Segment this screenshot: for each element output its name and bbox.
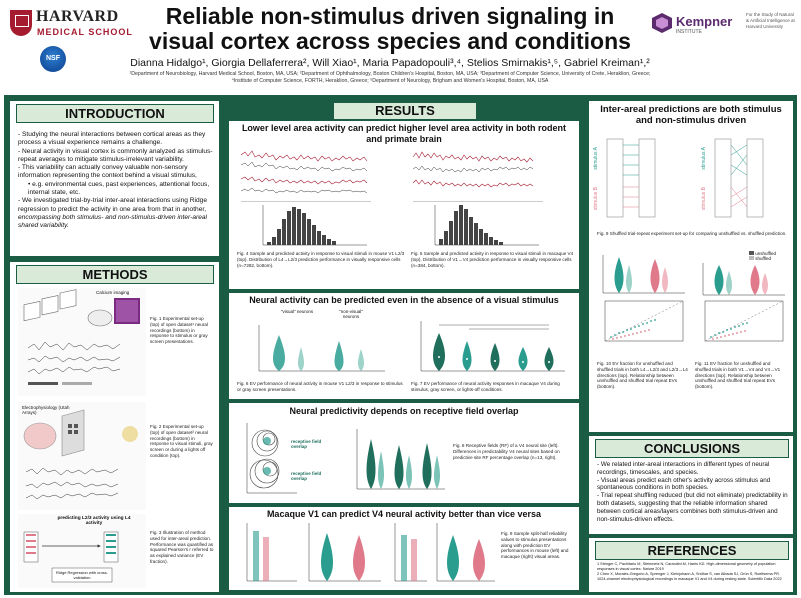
interareal-title: Inter-areal predictions are both stimulu…: [600, 104, 782, 126]
fig11-violin-and-scatter: [702, 263, 785, 342]
fig1-calcium-label: Calcium imaging: [96, 290, 130, 295]
methods-heading: METHODS: [16, 265, 214, 284]
school-name: MEDICAL SCHOOL: [37, 27, 133, 37]
introduction-text: - Studying the neural interactions betwe…: [18, 131, 213, 230]
nsf-logo: NSF: [40, 46, 66, 72]
fig3-method-illustration: [18, 514, 146, 588]
fig4-traces-and-histogram: [240, 150, 371, 246]
fig1-setup-illustration: [18, 288, 146, 396]
conclusions-text: - We related inter-areal interactions in…: [597, 461, 788, 523]
results-section-1: Lower level area activity can predict hi…: [229, 121, 579, 289]
fig9-mouse-reliability: [246, 523, 297, 582]
shuffle-setup-diagram: [595, 131, 787, 227]
results-section-2: Neural activity can be predicted even in…: [229, 293, 579, 399]
partner-tagline: For the Study of Natural & Artificial In…: [746, 12, 795, 29]
references-panel: REFERENCES 1 Stringer C, Pachitariu M, S…: [589, 538, 793, 592]
kempner-logo-icon: [652, 13, 672, 33]
results-section-3: Neural predictivity depends on receptive…: [229, 403, 579, 503]
results-panel: RESULTS Lower level area activity can pr…: [225, 101, 583, 592]
section2-title: Neural activity can be predicted even in…: [249, 295, 559, 305]
fig8-receptive-field-plot: [246, 423, 297, 494]
section3-title: Neural predictivity depends on receptive…: [289, 406, 519, 416]
section4-title: Macaque V1 can predict V4 neural activit…: [266, 509, 542, 519]
section1-title: Lower level area activity can predict hi…: [241, 123, 567, 144]
fig10-caption: Fig. 10 EV fraction for unshuffled and s…: [597, 361, 688, 390]
rf-low-label: receptive field overlap: [291, 471, 322, 481]
results-section-4: Macaque V1 can predict V4 neural activit…: [229, 507, 579, 590]
poster-title: Reliable non-stimulus driven signaling i…: [149, 3, 631, 54]
fig9-mouse-violins: [308, 523, 381, 582]
fig2-setup-illustration: [18, 402, 146, 510]
fig6-violin-plot: [258, 325, 385, 372]
fig3-ridge-label: Ridge Regression with cross-validation: [55, 570, 109, 580]
institution-name: HARVARD: [36, 8, 119, 25]
references-list: 1 Stringer C, Pachitariu M, Steinmetz N,…: [597, 562, 782, 581]
fig2-caption: Fig. 2 Experimental set-up (top) of open…: [150, 424, 213, 458]
visual-neurons-label: "visual" neurons: [280, 309, 314, 314]
fig9-macaque-reliability: [394, 523, 427, 582]
legend: unshuffled shuffled: [749, 251, 776, 261]
stimulus-a-label-left: stimulus A: [593, 147, 599, 170]
introduction-heading: INTRODUCTION: [16, 104, 214, 123]
stimulus-a-label-right: stimulus A: [701, 147, 707, 170]
fig3-caption: Fig. 3 Illustration of method used for i…: [150, 530, 214, 564]
affiliations: ¹Department of Neurobiology, Harvard Med…: [129, 71, 651, 84]
partner-subtitle: INSTITUTE: [676, 29, 702, 35]
fig2-ephys-label: Electrophysiology (Utah Arrays): [22, 405, 70, 415]
stimulus-b-label-left: stimulus B: [593, 187, 599, 211]
conclusions-panel: CONCLUSIONS - We related inter-areal int…: [589, 436, 793, 534]
fig10-violin-and-scatter: [602, 255, 685, 342]
harvard-shield-icon: [10, 10, 32, 36]
introduction-panel: INTRODUCTION - Studying the neural inter…: [10, 101, 219, 256]
fig3-title: predicting L2/3 activity using L4 activi…: [57, 516, 131, 526]
fig5-caption: Fig. 5 Sample and predicted activity in …: [411, 251, 574, 268]
fig8-violin-plot: [356, 429, 445, 490]
shuffle-caption: Fig. 9 Shuffled trial-repeat experiment …: [597, 231, 787, 236]
author-list: Dianna Hidalgo¹, Giorgia Dellaferrera², …: [130, 57, 650, 69]
nonvisual-neurons-label: "non-visual" neurons: [339, 309, 363, 319]
references-heading: REFERENCES: [595, 541, 789, 560]
stimulus-b-label-right: stimulus B: [701, 187, 707, 211]
fig6-caption: Fig. 6 EV performance of neural activity…: [237, 381, 403, 392]
partner-name: Kempner: [676, 14, 733, 29]
results-heading: RESULTS: [333, 102, 477, 120]
conclusions-heading: CONCLUSIONS: [595, 439, 789, 458]
fig9-macaque-violins: [436, 523, 495, 582]
methods-panel: METHODS Calcium imaging Fig. 1 Experimen…: [10, 262, 219, 592]
fig4-caption: Fig. 4 Sample and predicted activity in …: [237, 251, 405, 268]
fig5-traces-and-histogram: [412, 151, 543, 246]
fig7-violin-plot: [420, 321, 565, 372]
poster-header: HARVARD MEDICAL SCHOOL NSF Reliable non-…: [0, 0, 801, 94]
interareal-panel: Inter-areal predictions are both stimulu…: [589, 101, 793, 432]
fig7-caption: Fig. 7 EV performance of neural activity…: [411, 381, 560, 392]
fig1-caption: Fig. 1 Experimental set-up (top) of open…: [150, 316, 208, 345]
fig8-caption: Fig. 8 Receptive fields (RF) of a V4 neu…: [453, 443, 560, 460]
fig9-caption: Fig. 9 Sample split-half reliability val…: [501, 531, 569, 560]
fig11-caption: Fig. 11 EV fraction for unshuffled and s…: [695, 361, 781, 390]
rf-high-label: receptive field overlap: [291, 439, 322, 449]
